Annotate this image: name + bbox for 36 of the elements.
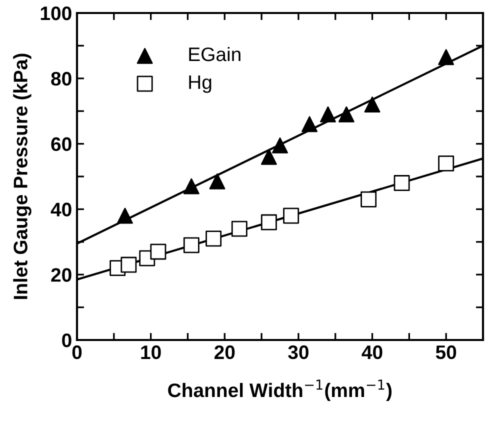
point [120,256,137,273]
y-tick-label: 20 [51,268,72,282]
legend-label: Hg [189,76,212,93]
legend-label: EGain [189,46,240,62]
x-tick-label: 30 [288,345,308,360]
point [364,96,380,113]
point [438,49,454,66]
point [272,137,288,154]
y-axis-title: Inlet Gauge Pressure (kPa) [13,54,32,299]
point [302,116,318,132]
point [260,148,277,165]
x-tick-label: 10 [141,345,161,360]
point [260,214,277,230]
y-tick-label: 60 [51,137,72,152]
x-tick-label: 40 [362,345,382,360]
point [231,220,248,237]
x-axis-title: Channel Width$^{−1}$(mm$^{−1}$) [168,380,392,402]
point [150,244,166,260]
point [183,178,200,194]
point [117,208,133,224]
point [394,175,410,192]
point [360,191,377,208]
point [206,230,222,247]
y-tick-label: 0 [62,333,72,348]
point [320,106,336,122]
x-tick-label: 0 [72,345,82,360]
y-tick-label: 100 [40,6,72,20]
x-tick-label: 20 [214,345,235,360]
point [209,173,226,190]
y-tick-label: 80 [51,72,72,86]
point [283,208,300,224]
x-tick-label: 50 [436,345,456,360]
point [338,106,354,122]
point [183,237,200,254]
point [438,155,454,172]
y-tick-label: 40 [50,202,72,216]
